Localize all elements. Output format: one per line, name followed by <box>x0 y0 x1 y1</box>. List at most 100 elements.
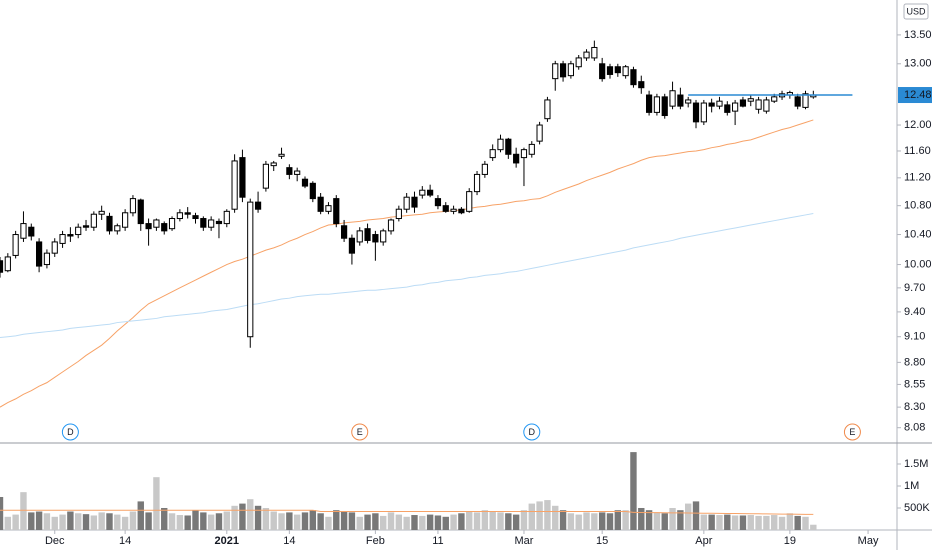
candle-body <box>317 196 324 212</box>
candle-body <box>247 201 254 338</box>
candle-body <box>223 210 230 225</box>
event-marker <box>61 423 79 441</box>
candle-body <box>528 143 535 155</box>
candle-body <box>200 218 207 228</box>
candle-body <box>755 99 762 110</box>
x-tick-label: 14 <box>119 535 131 547</box>
event-marker <box>351 423 369 441</box>
price-badge <box>898 87 932 104</box>
volume-bar <box>192 510 199 530</box>
volume-bar <box>747 515 754 530</box>
candle-body <box>215 220 223 225</box>
candle-body <box>168 218 176 230</box>
volume-bar <box>379 515 387 530</box>
candle-body <box>403 196 410 210</box>
candle-body <box>419 189 426 196</box>
y-tick-label: 9.10 <box>904 331 925 343</box>
price-badge-label: 12.48 <box>904 89 932 101</box>
y-tick-label: 9.70 <box>904 282 925 294</box>
candle-body <box>98 210 105 215</box>
volume-bar <box>215 513 223 530</box>
volume-bar <box>692 501 700 530</box>
candle-body <box>106 215 113 232</box>
candle-body <box>239 157 246 198</box>
candle-body <box>192 215 199 220</box>
candle-body <box>262 163 269 189</box>
candle-body <box>732 102 739 112</box>
volume-bar <box>622 510 629 530</box>
candle-body <box>364 228 371 241</box>
x-tick-label: 19 <box>784 535 796 547</box>
volume-bar <box>669 507 676 530</box>
volume-bar <box>254 505 262 530</box>
volume-bar <box>200 512 207 530</box>
volume-bar <box>708 514 715 530</box>
volume-bar <box>301 512 309 530</box>
volume-bar <box>309 510 317 530</box>
volume-bar <box>552 505 559 530</box>
candle-body <box>763 99 770 112</box>
volume-bar <box>270 511 277 530</box>
candle-body <box>301 178 309 187</box>
volume-bar <box>28 512 35 530</box>
candle-body <box>513 153 520 164</box>
y-tick-label: 11.60 <box>904 145 931 157</box>
volume-bar <box>262 507 270 530</box>
candle-body <box>567 63 574 77</box>
candle-body <box>59 234 66 244</box>
y-tick-label: 11.20 <box>904 172 931 184</box>
volume-bar <box>591 513 598 530</box>
candle-body <box>645 94 653 113</box>
volume-bar <box>348 512 356 530</box>
volume-bar <box>614 510 622 530</box>
candle-body <box>231 160 238 210</box>
volume-tick-label: 1M <box>904 480 919 492</box>
candle-body <box>278 153 285 157</box>
candle-body <box>653 96 661 113</box>
currency-box <box>903 3 929 20</box>
volume-bar <box>286 512 293 530</box>
volume-bar <box>645 510 653 530</box>
currency: USD <box>906 6 926 16</box>
candle-body <box>466 191 473 212</box>
candle-body <box>427 189 434 196</box>
candle-body <box>747 98 754 102</box>
candle-body <box>129 198 137 214</box>
candle-body <box>309 182 316 200</box>
volume-bar <box>59 514 66 530</box>
volume-bar <box>528 503 535 530</box>
candle-body <box>442 205 449 212</box>
volume-bar <box>497 512 504 530</box>
candle-body <box>380 230 387 243</box>
candle-body <box>0 260 4 273</box>
y-tick-label: 12.00 <box>904 119 932 131</box>
volume-bar <box>763 515 770 530</box>
volume-bar <box>778 516 786 530</box>
x-tick-label: Dec <box>45 535 65 547</box>
event-label: E <box>849 427 855 437</box>
candle-body <box>583 51 590 59</box>
volume-bar <box>786 513 794 530</box>
y-tick-label: 8.80 <box>904 356 925 368</box>
volume-bar <box>520 510 528 530</box>
volume-bar <box>606 513 614 530</box>
y-tick-label: 8.08 <box>904 422 925 434</box>
volume-bar <box>598 512 606 530</box>
volume-bar <box>661 513 668 530</box>
candle-body <box>700 102 707 123</box>
x-tick-label: Mar <box>514 535 533 547</box>
y-tick-label: 13.00 <box>904 58 932 70</box>
volume-bar <box>12 514 19 530</box>
x-tick-label: Apr <box>695 535 712 547</box>
volume-bar <box>567 513 575 530</box>
volume-bar <box>114 514 121 530</box>
x-tick-label: 15 <box>596 535 608 547</box>
candle-body <box>411 196 418 208</box>
volume-bar <box>419 515 426 530</box>
candle-body <box>661 96 668 117</box>
candle-body <box>43 252 51 266</box>
volume-bar <box>98 512 105 530</box>
event-label: D <box>529 427 536 437</box>
volume-bar <box>505 513 512 530</box>
